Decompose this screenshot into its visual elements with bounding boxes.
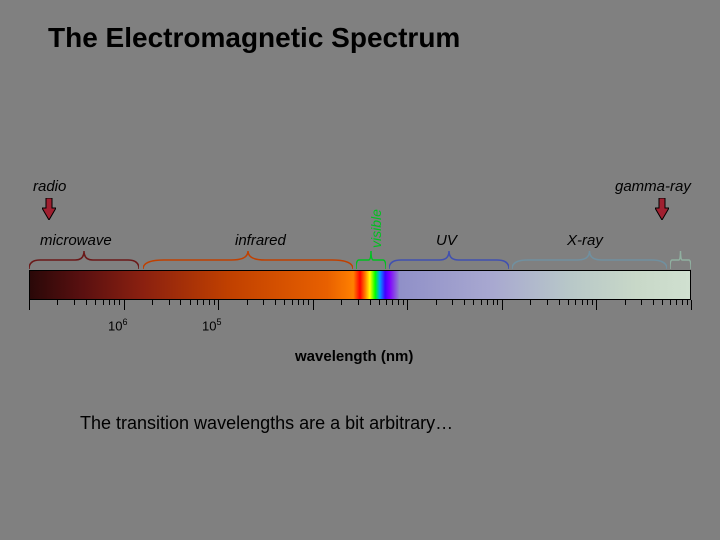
brace-infrared — [143, 251, 353, 269]
label-uv: UV — [436, 232, 457, 249]
brace-microwave — [29, 251, 139, 269]
axis-label: wavelength (nm) — [295, 348, 413, 365]
arrow-radio — [42, 198, 56, 220]
brace-visible — [356, 251, 386, 269]
label-visible: visible — [368, 209, 384, 248]
arrow-gamma — [655, 198, 669, 220]
axis-tick-label-0: 106 — [108, 317, 127, 333]
label-microwave: microwave — [40, 232, 112, 249]
label-radio: radio — [33, 178, 66, 195]
label-xray: X-ray — [567, 232, 603, 249]
brace-xray — [512, 251, 667, 269]
axis-ticks — [29, 300, 691, 312]
axis-tick-label-1: 105 — [202, 317, 221, 333]
footer-text: The transition wavelengths are a bit arb… — [80, 413, 453, 434]
label-gamma: gamma-ray — [615, 178, 691, 195]
brace-uv — [389, 251, 509, 269]
spectrum-bar — [29, 270, 691, 300]
page-title: The Electromagnetic Spectrum — [48, 22, 460, 54]
brace-gamma — [670, 251, 691, 269]
label-infrared: infrared — [235, 232, 286, 249]
